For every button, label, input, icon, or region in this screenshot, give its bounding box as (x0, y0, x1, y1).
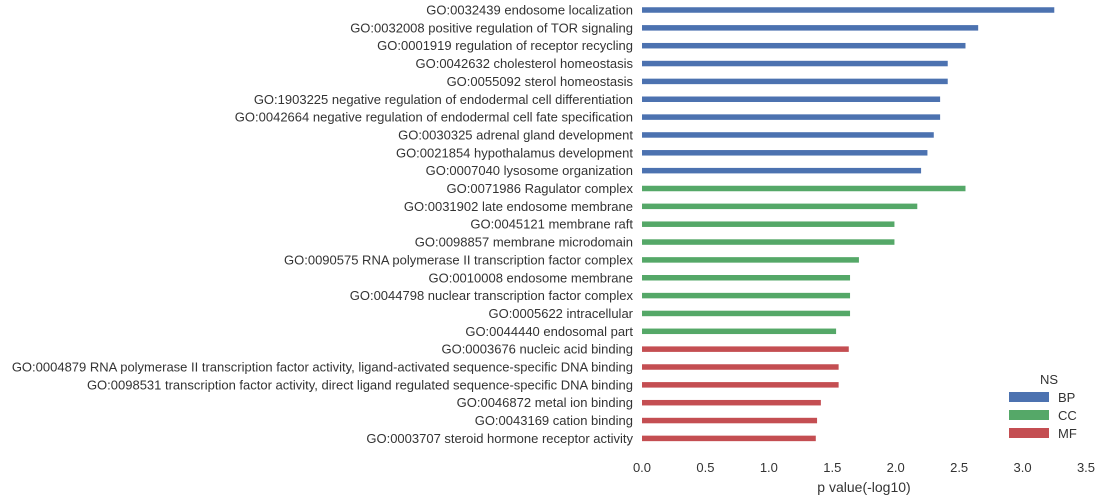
bar-bp (642, 114, 941, 120)
category-label: GO:0044798 nuclear transcription factor … (350, 288, 634, 303)
x-tick-label: 0.5 (696, 460, 714, 475)
bars-layer (642, 7, 1055, 442)
legend-label-bp: BP (1058, 390, 1075, 405)
x-tick-label: 0.0 (633, 460, 651, 475)
bar-bp (642, 150, 928, 156)
category-label: GO:0044440 endosomal part (465, 324, 633, 339)
bar-cc (642, 310, 851, 317)
x-tick-label: 2.0 (887, 460, 905, 475)
bar-cc (642, 221, 895, 227)
bar-bp (642, 132, 934, 138)
category-label: GO:0046872 metal ion binding (457, 395, 633, 410)
bar-bp (642, 7, 1055, 13)
category-label: GO:0003676 nucleic acid binding (441, 342, 633, 357)
x-axis-ticks: 0.0 0.5 1.0 1.5 2.0 2.5 3.0 3.5 (633, 460, 1095, 475)
x-tick-label: 3.5 (1077, 460, 1095, 475)
bar-mf (642, 346, 849, 352)
bar-mf (642, 417, 818, 424)
category-label: GO:0098531 transcription factor activity… (87, 377, 633, 392)
bar-bp (642, 60, 948, 67)
bar-cc (642, 275, 851, 281)
category-label: GO:0098857 membrane microdomain (415, 235, 633, 250)
category-label: GO:0045121 membrane raft (470, 217, 633, 232)
bar-cc (642, 257, 859, 263)
legend-label-mf: MF (1058, 426, 1077, 441)
bar-cc (642, 328, 837, 335)
category-label: GO:0021854 hypothalamus development (396, 145, 633, 160)
category-label: GO:1903225 negative regulation of endode… (254, 92, 633, 107)
bar-bp (642, 78, 948, 85)
bar-bp (642, 42, 966, 49)
category-label: GO:0005622 intracellular (488, 306, 633, 321)
bar-bp (642, 25, 979, 31)
legend-title: NS (1040, 372, 1058, 387)
bar-mf (642, 399, 821, 406)
x-tick-label: 2.5 (950, 460, 968, 475)
legend-swatch-bp (1009, 392, 1049, 402)
category-label: GO:0043169 cation binding (475, 413, 633, 428)
legend-label-cc: CC (1058, 408, 1077, 423)
category-label: GO:0030325 adrenal gland development (398, 127, 633, 142)
category-label: GO:0010008 endosome membrane (428, 270, 633, 285)
category-label: GO:0031902 late endosome membrane (404, 199, 633, 214)
legend-entries: BP CC MF (1009, 390, 1077, 441)
x-axis-title: p value(-log10) (817, 479, 910, 495)
category-label: GO:0032439 endosome localization (426, 3, 633, 18)
category-label: GO:0071986 Ragulator complex (447, 181, 634, 196)
bar-mf (642, 364, 839, 370)
category-label: GO:0003707 steroid hormone receptor acti… (366, 431, 633, 446)
category-label: GO:0032008 positive regulation of TOR si… (350, 20, 633, 35)
legend-swatch-mf (1009, 428, 1049, 438)
category-label: GO:0042664 negative regulation of endode… (235, 110, 633, 125)
x-tick-label: 1.0 (760, 460, 778, 475)
x-tick-label: 3.0 (1014, 460, 1032, 475)
bar-cc (642, 292, 851, 299)
category-labels: GO:0032439 endosome localization GO:00320… (12, 3, 634, 446)
bar-cc (642, 239, 895, 245)
bar-mf (642, 382, 839, 388)
x-tick-label: 1.5 (823, 460, 841, 475)
category-label: GO:0007040 lysosome organization (426, 163, 633, 178)
bar-mf (642, 435, 816, 442)
legend: NS BP CC MF (1009, 372, 1077, 441)
category-label: GO:0055092 sterol homeostasis (447, 74, 634, 89)
legend-swatch-cc (1009, 410, 1049, 420)
category-label: GO:0042632 cholesterol homeostasis (415, 56, 633, 71)
bar-bp (642, 167, 922, 174)
category-label: GO:0001919 regulation of receptor recycl… (377, 38, 633, 53)
bar-cc (642, 203, 918, 210)
bar-cc (642, 185, 966, 192)
category-label: GO:0004879 RNA polymerase II transcripti… (12, 360, 633, 375)
category-label: GO:0090575 RNA polymerase II transcripti… (284, 252, 633, 267)
bar-bp (642, 96, 941, 102)
